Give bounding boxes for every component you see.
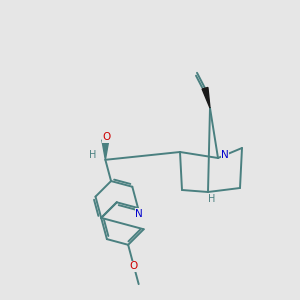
Text: H: H — [208, 194, 216, 204]
Text: H: H — [89, 150, 96, 160]
Polygon shape — [102, 140, 109, 160]
Polygon shape — [202, 88, 210, 108]
Text: O: O — [130, 261, 138, 271]
Text: N: N — [221, 150, 229, 160]
Text: O: O — [102, 132, 110, 142]
Text: N: N — [135, 209, 143, 219]
